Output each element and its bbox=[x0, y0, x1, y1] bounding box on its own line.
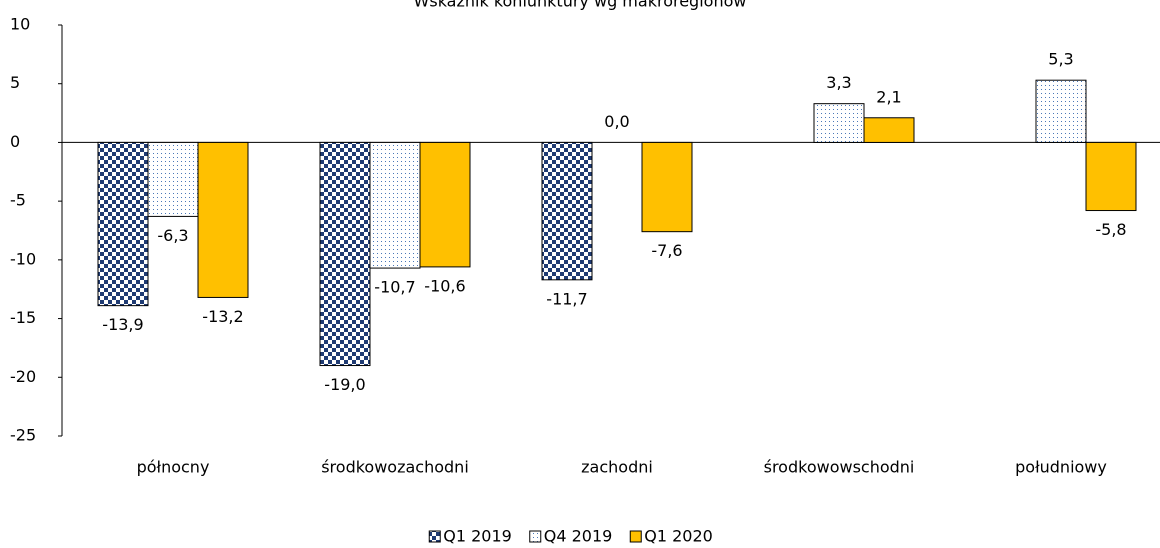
bar bbox=[319, 141, 371, 367]
chart-title: Wskaźnik koniunktury wg makroregionów bbox=[414, 0, 747, 11]
y-tick-label: -5 bbox=[10, 191, 26, 210]
legend-swatch bbox=[529, 530, 542, 543]
bar bbox=[197, 141, 249, 298]
y-tick-label: -15 bbox=[10, 308, 36, 327]
value-label: -11,7 bbox=[546, 289, 587, 308]
bar bbox=[863, 117, 915, 143]
y-tick-label: 5 bbox=[10, 73, 20, 92]
bar bbox=[147, 141, 199, 217]
value-label: 5,3 bbox=[1048, 50, 1073, 69]
value-label: -5,8 bbox=[1095, 220, 1126, 239]
legend-label: Q4 2019 bbox=[544, 527, 613, 546]
x-tick-label: środkowozachodni bbox=[321, 458, 469, 477]
x-tick-label: południowy bbox=[1015, 458, 1107, 477]
x-tick-label: środkowowschodni bbox=[764, 458, 915, 477]
bar bbox=[813, 103, 865, 143]
bar bbox=[1085, 141, 1137, 212]
bar bbox=[641, 141, 693, 233]
value-label: -10,6 bbox=[424, 276, 465, 295]
legend-swatch bbox=[629, 530, 642, 543]
bar bbox=[1035, 79, 1087, 143]
legend-swatch bbox=[428, 530, 441, 543]
bar bbox=[369, 141, 421, 269]
y-tick-label: -10 bbox=[10, 249, 36, 268]
value-label: -7,6 bbox=[651, 241, 682, 260]
x-tick-label: zachodni bbox=[581, 458, 653, 477]
y-tick-label: 10 bbox=[10, 15, 30, 34]
value-label: -13,9 bbox=[102, 315, 143, 334]
value-label: 3,3 bbox=[826, 73, 851, 92]
value-label: -19,0 bbox=[324, 375, 365, 394]
y-tick-label: 0 bbox=[10, 132, 20, 151]
bar bbox=[541, 141, 593, 281]
bar bbox=[419, 141, 471, 268]
legend-label: Q1 2019 bbox=[443, 527, 512, 546]
value-label: 2,1 bbox=[876, 87, 901, 106]
value-label: 0,0 bbox=[604, 112, 629, 131]
value-label: -13,2 bbox=[202, 307, 243, 326]
x-tick-label: północny bbox=[137, 458, 210, 477]
bar bbox=[97, 141, 149, 307]
y-tick-label: -25 bbox=[10, 426, 36, 445]
legend-label: Q1 2020 bbox=[644, 527, 713, 546]
value-label: -6,3 bbox=[157, 226, 188, 245]
y-tick-label: -20 bbox=[10, 367, 36, 386]
value-label: -10,7 bbox=[374, 278, 415, 297]
